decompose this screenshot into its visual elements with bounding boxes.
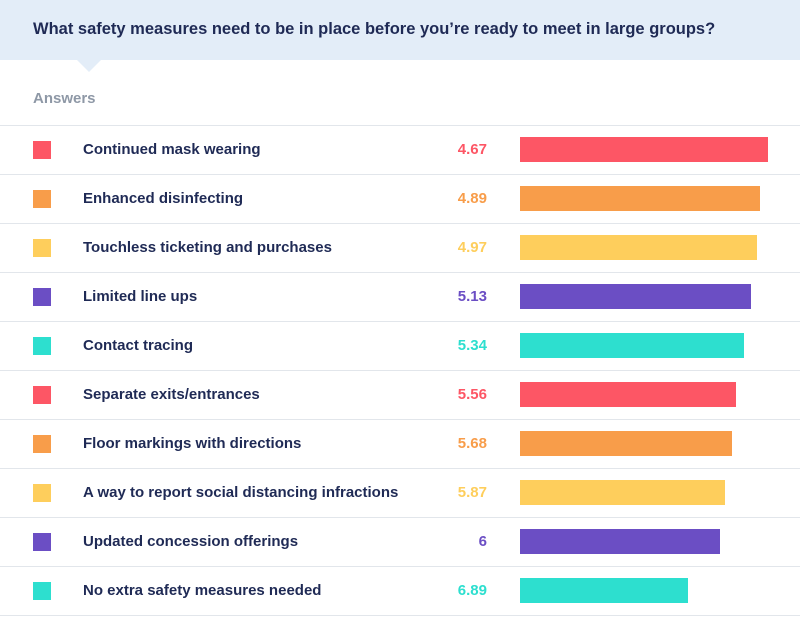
answers-label: Answers	[33, 90, 96, 107]
answer-label: Enhanced disinfecting	[83, 190, 244, 207]
header-pointer	[77, 60, 101, 72]
answer-row: Floor markings with directions 5.68	[0, 419, 800, 468]
color-swatch	[33, 141, 51, 159]
answer-label: Updated concession offerings	[83, 533, 299, 550]
question-header: What safety measures need to be in place…	[0, 0, 800, 60]
answer-row: Separate exits/entrances 5.56	[0, 370, 800, 419]
color-swatch	[33, 533, 51, 551]
color-swatch	[33, 435, 51, 453]
answer-label: A way to report social distancing infrac…	[83, 484, 399, 501]
answer-bar	[520, 333, 744, 358]
answer-bar	[520, 186, 760, 211]
answer-bar	[520, 284, 751, 309]
answers-chart: Continued mask wearing 4.67 Enhanced disin…	[0, 125, 800, 616]
answer-bar	[520, 235, 757, 260]
answer-label: Touchless ticketing and purchases	[83, 239, 332, 256]
answer-value: 4.67	[457, 141, 487, 158]
answer-value: 5.13	[457, 288, 487, 305]
answer-value: 5.34	[457, 337, 487, 354]
answer-bar	[520, 480, 725, 505]
answer-bar	[520, 382, 736, 407]
answer-label: Continued mask wearing	[83, 141, 261, 158]
answer-bar	[520, 578, 688, 603]
answer-value: 5.56	[457, 386, 487, 403]
answer-row: A way to report social distancing infrac…	[0, 468, 800, 517]
color-swatch	[33, 288, 51, 306]
answer-value: 4.89	[457, 190, 487, 207]
color-swatch	[33, 239, 51, 257]
answer-value: 6.89	[457, 582, 487, 599]
answer-label: Floor markings with directions	[83, 435, 302, 452]
answer-value: 4.97	[457, 239, 487, 256]
answer-bar	[520, 137, 768, 162]
answer-label: Contact tracing	[83, 337, 194, 354]
color-swatch	[33, 582, 51, 600]
answer-row: Continued mask wearing 4.67	[0, 125, 800, 174]
answer-row: Updated concession offerings 6	[0, 517, 800, 566]
answer-row: Enhanced disinfecting 4.89	[0, 174, 800, 223]
question-title: What safety measures need to be in place…	[33, 20, 716, 38]
color-swatch	[33, 484, 51, 502]
answer-row: Contact tracing 5.34	[0, 321, 800, 370]
answer-value: 5.87	[457, 484, 487, 501]
answer-row: No extra safety measures needed 6.89	[0, 566, 800, 616]
color-swatch	[33, 386, 51, 404]
answer-bar	[520, 529, 720, 554]
answer-bar	[520, 431, 732, 456]
answer-row: Touchless ticketing and purchases 4.97	[0, 223, 800, 272]
answer-row: Limited line ups 5.13	[0, 272, 800, 321]
answer-label: No extra safety measures needed	[83, 582, 322, 599]
answer-value: 5.68	[457, 435, 487, 452]
answer-value: 6	[478, 533, 487, 550]
color-swatch	[33, 337, 51, 355]
answer-label: Separate exits/entrances	[83, 386, 260, 403]
answer-label: Limited line ups	[83, 288, 198, 305]
color-swatch	[33, 190, 51, 208]
